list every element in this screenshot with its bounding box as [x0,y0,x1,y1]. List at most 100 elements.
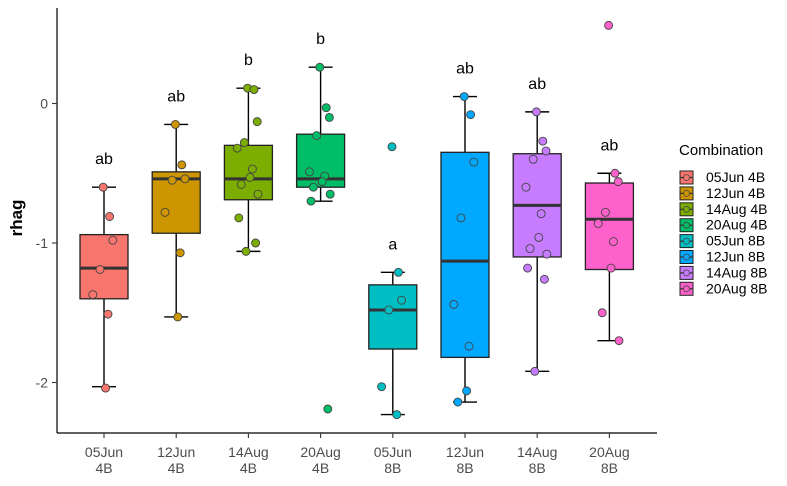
data-point [466,110,476,120]
data-point [600,207,610,217]
data-point [536,209,546,219]
legend-label: 12Jun 8B [706,249,765,265]
data-point [542,249,552,259]
x-tick-label-line2: 8B [601,460,618,476]
legend-point-mark [683,285,690,293]
y-tick-labels: 0 -1 -2 [36,96,57,391]
legend-point-mark [683,237,690,245]
data-point [610,168,620,178]
data-point [608,237,618,247]
data-point [251,238,261,248]
legend-point-mark [683,189,690,197]
data-point [469,157,479,167]
axes [56,8,657,434]
x-tick-label-line1: 20Aug [300,444,340,460]
data-point [105,212,115,221]
data-point [392,410,402,420]
data-point [449,299,459,309]
data-point [247,164,257,174]
x-tick-label-line2: 8B [456,460,473,476]
y-tick-label: -2 [36,375,49,391]
legend-label: 12Jun 4B [706,185,765,201]
data-point [528,154,538,164]
legend-label: 05Jun 8B [706,233,765,249]
legend-title: Combination [679,142,763,159]
data-point [175,248,185,258]
legend-item: 12Jun 8B [679,249,765,265]
legend-point-mark [683,205,690,213]
data-point [315,62,325,72]
data-point [170,119,180,129]
significance-letter: ab [95,151,113,168]
data-point [539,274,549,284]
data-point [324,112,334,122]
data-point [177,160,187,170]
y-tick-label: -1 [36,235,49,251]
plot-area: ab ab b b a ab ab ab [79,20,635,420]
legend-item: 14Aug 8B [679,264,768,280]
data-point [317,177,327,187]
data-point [525,244,535,254]
legend-label: 20Aug 4B [706,217,768,233]
data-point [98,182,108,192]
data-point [239,138,249,148]
data-point [232,143,242,153]
x-tick-label-line2: 4B [95,460,112,476]
data-point [249,85,259,95]
data-point [241,246,251,256]
significance-letter: ab [167,88,185,105]
data-point [613,177,623,187]
box-group: b [295,31,346,414]
data-point [321,103,331,113]
x-tick-labels: 05Jun4B12Jun4B14Aug4B20Aug4B05Jun8B12Jun… [85,433,630,476]
box-group: a [368,142,418,420]
legend-item: 20Aug 4B [679,217,768,233]
x-tick-label-line2: 4B [168,460,185,476]
data-point [530,366,540,376]
data-point [323,404,333,414]
data-point [308,182,318,192]
box-group: b [223,52,274,256]
box-group: ab [584,20,635,346]
legend-item: 20Aug 8B [679,280,768,296]
box-group: ab [512,76,562,376]
data-point [160,207,170,217]
data-point [312,131,322,141]
significance-letter: a [388,236,397,253]
data-point [101,383,111,393]
data-point [534,232,544,242]
significance-letter: b [316,31,325,48]
data-point [245,172,255,182]
legend-point-mark [683,253,690,261]
legend-label: 05Jun 4B [706,169,765,185]
data-point [167,175,177,185]
legend-item: 12Jun 4B [679,185,765,201]
data-point [397,295,407,305]
data-point [325,189,335,199]
x-tick-label-line2: 8B [529,460,546,476]
x-tick-label-line1: 20Aug [589,444,629,460]
x-tick-label-line1: 12Jun [157,444,195,460]
data-point [521,182,531,192]
data-point [523,263,533,273]
significance-letter: ab [528,76,546,93]
data-point [462,386,472,396]
x-tick-label-line1: 05Jun [374,444,412,460]
legend-point-mark [683,174,690,181]
data-point [180,174,190,184]
x-tick-label-line1: 14Aug [517,444,557,460]
y-axis-title: rhag [7,200,26,237]
data-point [464,341,474,351]
x-tick-label-line2: 4B [312,460,329,476]
box-group: ab [151,88,201,322]
data-point [252,117,262,127]
data-point [606,263,616,273]
x-tick-label-line1: 05Jun [85,444,123,460]
data-point [459,92,469,101]
significance-letter: b [244,52,253,69]
legend-point-mark [683,221,690,229]
data-point [393,267,403,277]
data-point [597,308,607,318]
significance-letter: ab [456,61,474,78]
